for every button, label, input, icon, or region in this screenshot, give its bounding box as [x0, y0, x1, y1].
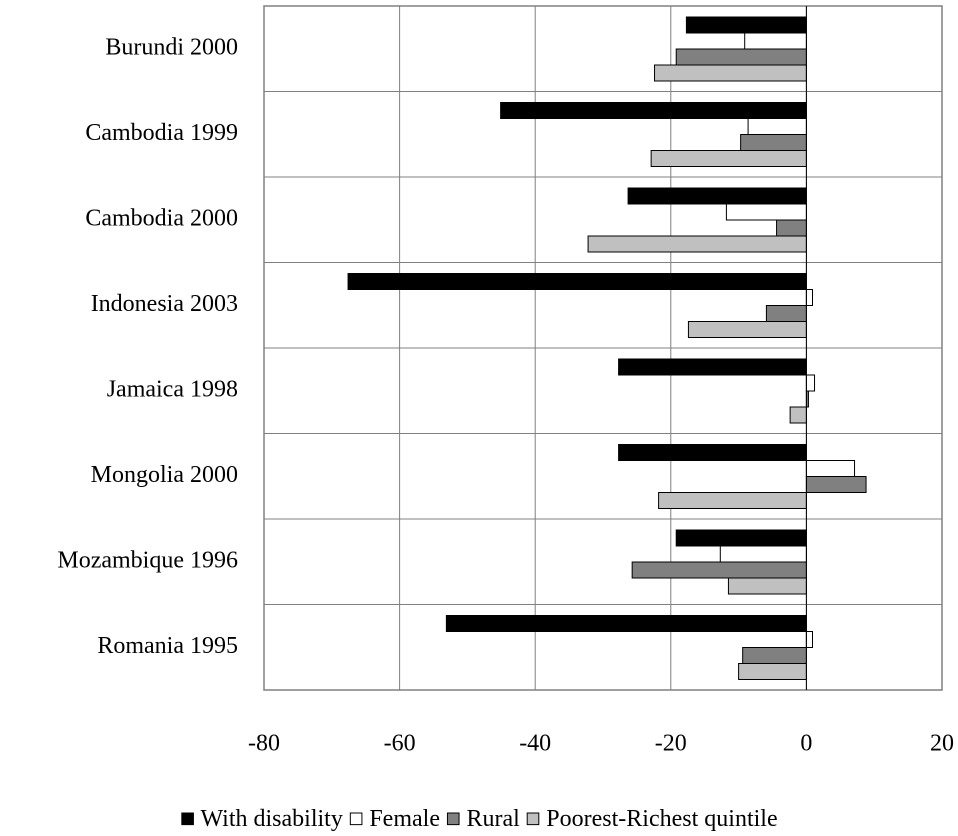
bar — [747, 118, 807, 135]
bar — [627, 187, 807, 205]
y-tick-label: Jamaica 1998 — [107, 376, 238, 402]
bar — [675, 529, 807, 547]
x-tick-label: -40 — [519, 731, 551, 757]
legend-swatch: ■ — [520, 806, 541, 832]
bar — [675, 48, 807, 66]
bar — [742, 647, 807, 664]
bar — [445, 615, 807, 632]
bar — [650, 150, 807, 167]
legend-swatch: ■ — [440, 806, 461, 832]
x-tick-label: -20 — [655, 731, 687, 757]
bar — [631, 561, 807, 579]
legend-label: With disability — [195, 806, 343, 832]
x-tick-label: 20 — [930, 731, 954, 757]
y-tick-label: Romania 1995 — [97, 633, 238, 659]
bar — [687, 321, 807, 338]
legend-swatch: ■ — [180, 806, 195, 832]
y-tick-label: Indonesia 2003 — [91, 291, 238, 317]
bar — [738, 663, 807, 680]
bar — [618, 444, 807, 461]
bar — [805, 476, 867, 493]
legend: ■ With disability ■ Female ■ Rural ■ Poo… — [180, 806, 777, 832]
legend-swatch: ■ — [343, 806, 364, 832]
x-tick-label: 0 — [800, 731, 812, 757]
bar — [658, 492, 807, 509]
legend-label: Female — [363, 806, 440, 832]
bar — [618, 358, 807, 376]
plot-border — [263, 5, 943, 691]
bar — [587, 235, 807, 253]
bar — [776, 219, 807, 237]
bar — [500, 102, 807, 119]
bar — [654, 64, 807, 82]
y-tick-label: Burundi 2000 — [105, 34, 238, 60]
bar — [347, 273, 807, 290]
bar — [744, 32, 807, 50]
legend-label: Rural — [460, 806, 520, 832]
bar — [805, 460, 856, 477]
bar — [727, 577, 807, 595]
x-tick-label: -60 — [384, 731, 416, 757]
bar — [685, 16, 807, 34]
legend-label: Poorest-Richest quintile — [540, 806, 777, 832]
bar — [765, 305, 807, 322]
bar — [725, 203, 807, 221]
y-tick-label: Mongolia 2000 — [91, 462, 238, 488]
y-tick-label: Mozambique 1996 — [57, 547, 238, 573]
bar — [805, 374, 816, 392]
y-tick-label: Cambodia 2000 — [85, 205, 238, 231]
bar — [805, 631, 814, 648]
bar — [740, 134, 807, 151]
bar — [719, 545, 807, 563]
x-tick-label: -80 — [248, 731, 280, 757]
bar — [805, 289, 814, 306]
y-tick-label: Cambodia 1999 — [85, 120, 238, 146]
bar — [789, 406, 807, 424]
